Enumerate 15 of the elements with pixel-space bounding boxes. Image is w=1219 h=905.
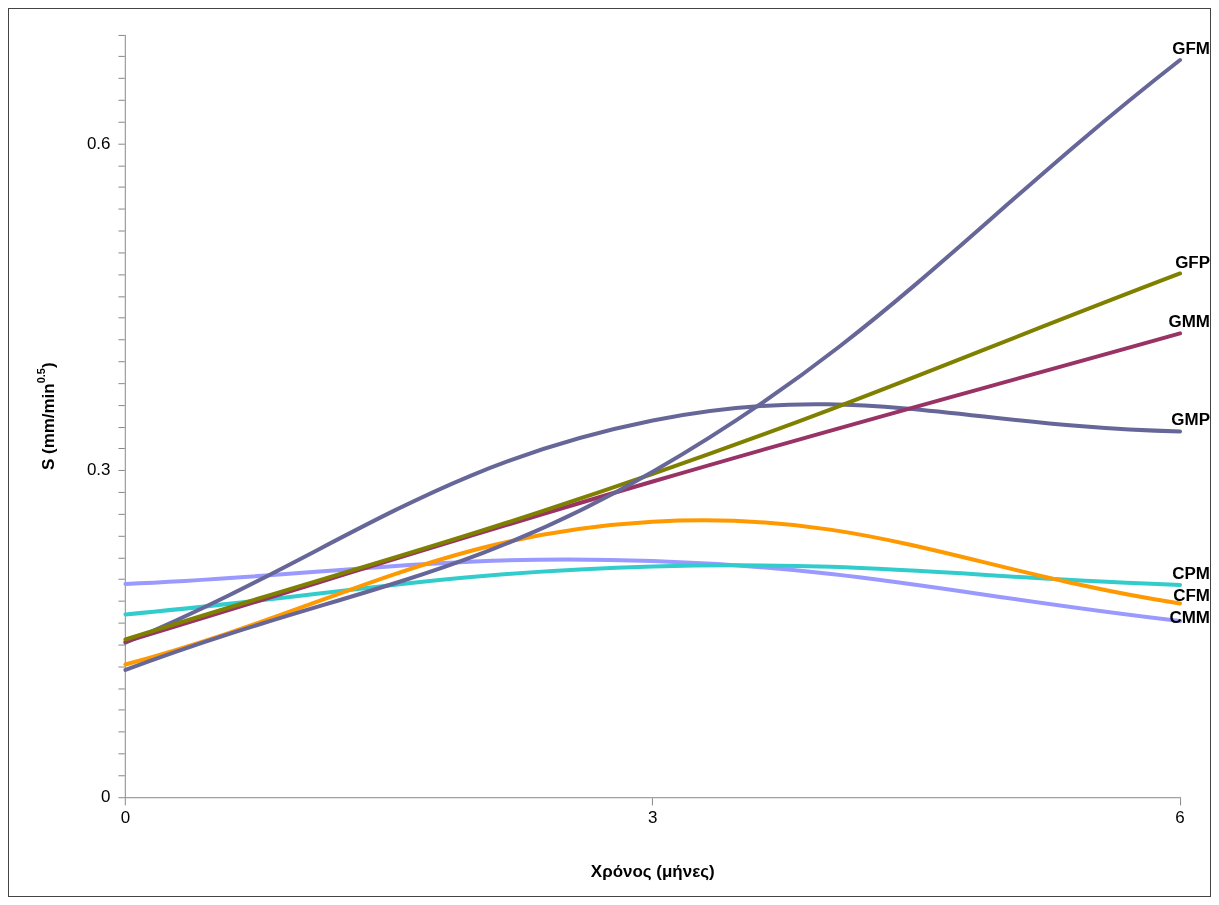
series-label: GFP (1175, 252, 1210, 272)
series-label: CMM (1169, 607, 1210, 627)
x-tick-label: 6 (1175, 808, 1185, 828)
y-tick-label: 0.3 (86, 460, 111, 480)
y-axis-title: S (mm/min0.5) (34, 362, 58, 470)
x-axis-title: Χρόνος (μήνες) (590, 861, 715, 881)
x-tick-label: 0 (120, 808, 131, 828)
y-tick-label: 0 (101, 787, 111, 807)
x-tick-label: 3 (648, 808, 658, 828)
series-label: CFM (1173, 585, 1210, 605)
series-label: CPM (1172, 564, 1210, 584)
series-label: GMP (1171, 410, 1210, 430)
y-tick-label: 0.6 (86, 133, 111, 153)
series-label: GMM (1168, 312, 1210, 332)
series-label: GFM (1172, 39, 1210, 59)
